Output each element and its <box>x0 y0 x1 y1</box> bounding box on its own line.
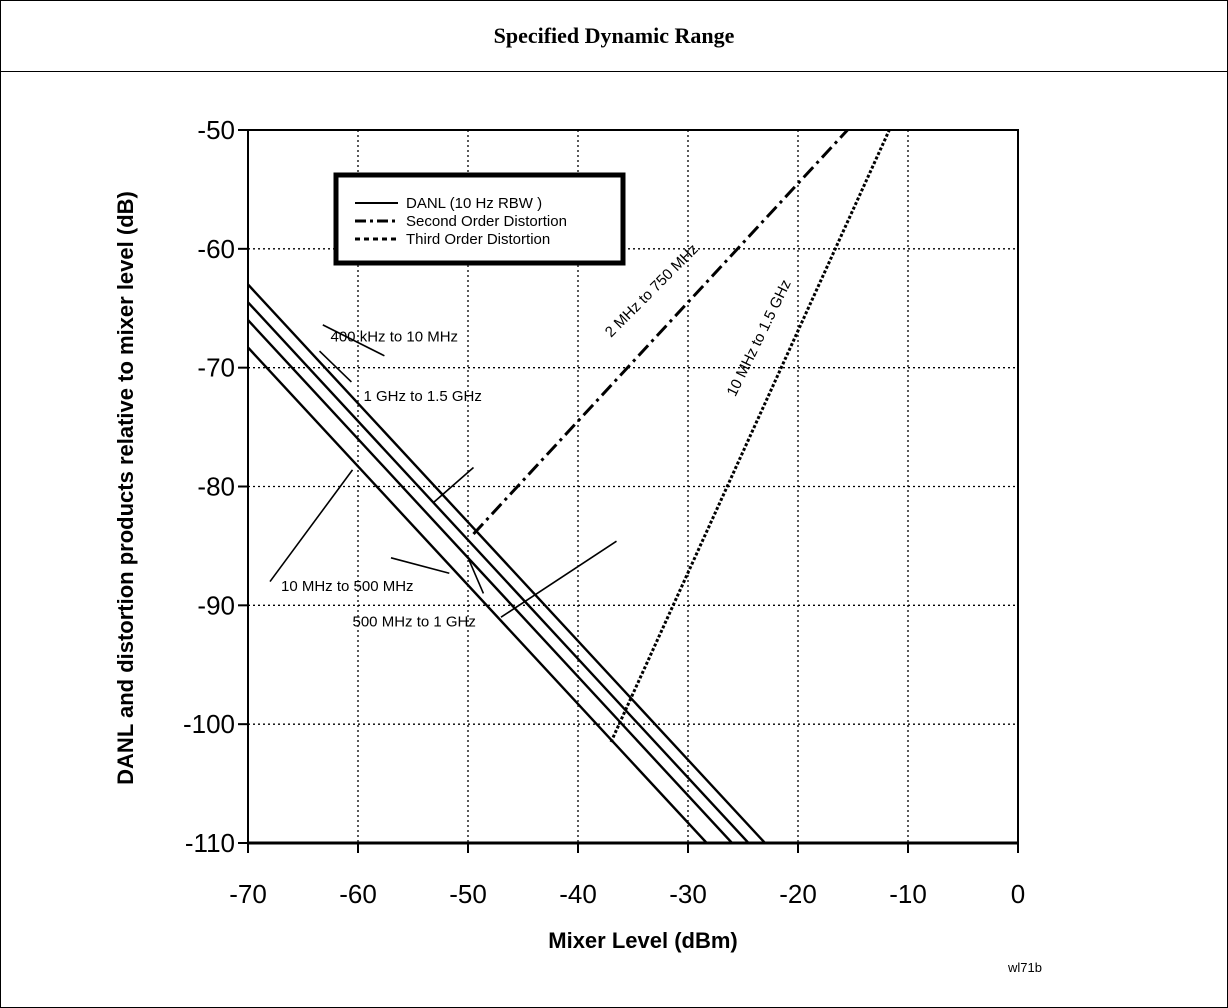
series-line <box>248 301 750 843</box>
y-tick-label: -80 <box>197 472 235 502</box>
series-line <box>472 130 849 536</box>
x-tick-label: -70 <box>229 879 267 909</box>
series-line <box>609 130 891 743</box>
x-tick-label: -30 <box>669 879 707 909</box>
figure-id: wl71b <box>1007 960 1042 975</box>
series-line <box>248 346 708 843</box>
annotation-label: 10 MHz to 1.5 GHz <box>724 277 795 399</box>
figure-title: Specified Dynamic Range <box>1 1 1227 72</box>
y-tick-label: -50 <box>197 115 235 145</box>
annotation-label: 400 kHz to 10 MHz <box>331 329 459 346</box>
x-tick-label: 0 <box>1011 879 1025 909</box>
x-tick-label: -50 <box>449 879 487 909</box>
series-line <box>248 283 766 843</box>
y-tick-label: -100 <box>183 709 235 739</box>
annotation-pointer <box>390 557 450 575</box>
y-axis-title: DANL and distortion products relative to… <box>113 191 138 785</box>
annotation-label: 500 MHz to 1 GHz <box>353 614 476 631</box>
series-line <box>248 319 733 843</box>
x-tick-label: -60 <box>339 879 377 909</box>
annotation-pointer <box>322 324 385 357</box>
x-tick-label: -10 <box>889 879 927 909</box>
annotation-pointer <box>269 469 354 583</box>
annotation-pointer <box>468 559 485 594</box>
legend: DANL (10 Hz RBW )Second Order Distortion… <box>333 172 626 266</box>
x-tick-label: -20 <box>779 879 817 909</box>
y-tick-label: -60 <box>197 234 235 264</box>
legend-label: Third Order Distortion <box>406 231 550 248</box>
annotation-pointer <box>500 540 617 618</box>
annotation-pointer <box>318 350 352 383</box>
legend-label: Second Order Distortion <box>406 213 567 230</box>
y-tick-label: -110 <box>185 828 235 858</box>
legend-box <box>333 172 626 266</box>
legend-label: DANL (10 Hz RBW ) <box>406 195 542 212</box>
annotation-label: 10 MHz to 500 MHz <box>281 578 414 595</box>
y-tick-label: -70 <box>197 353 235 383</box>
x-tick-label: -40 <box>559 879 597 909</box>
annotation-pointer <box>432 466 475 504</box>
x-axis-title: Mixer Level (dBm) <box>548 928 738 953</box>
annotation-label: 1 GHz to 1.5 GHz <box>364 388 482 405</box>
y-tick-label: -90 <box>197 590 235 620</box>
